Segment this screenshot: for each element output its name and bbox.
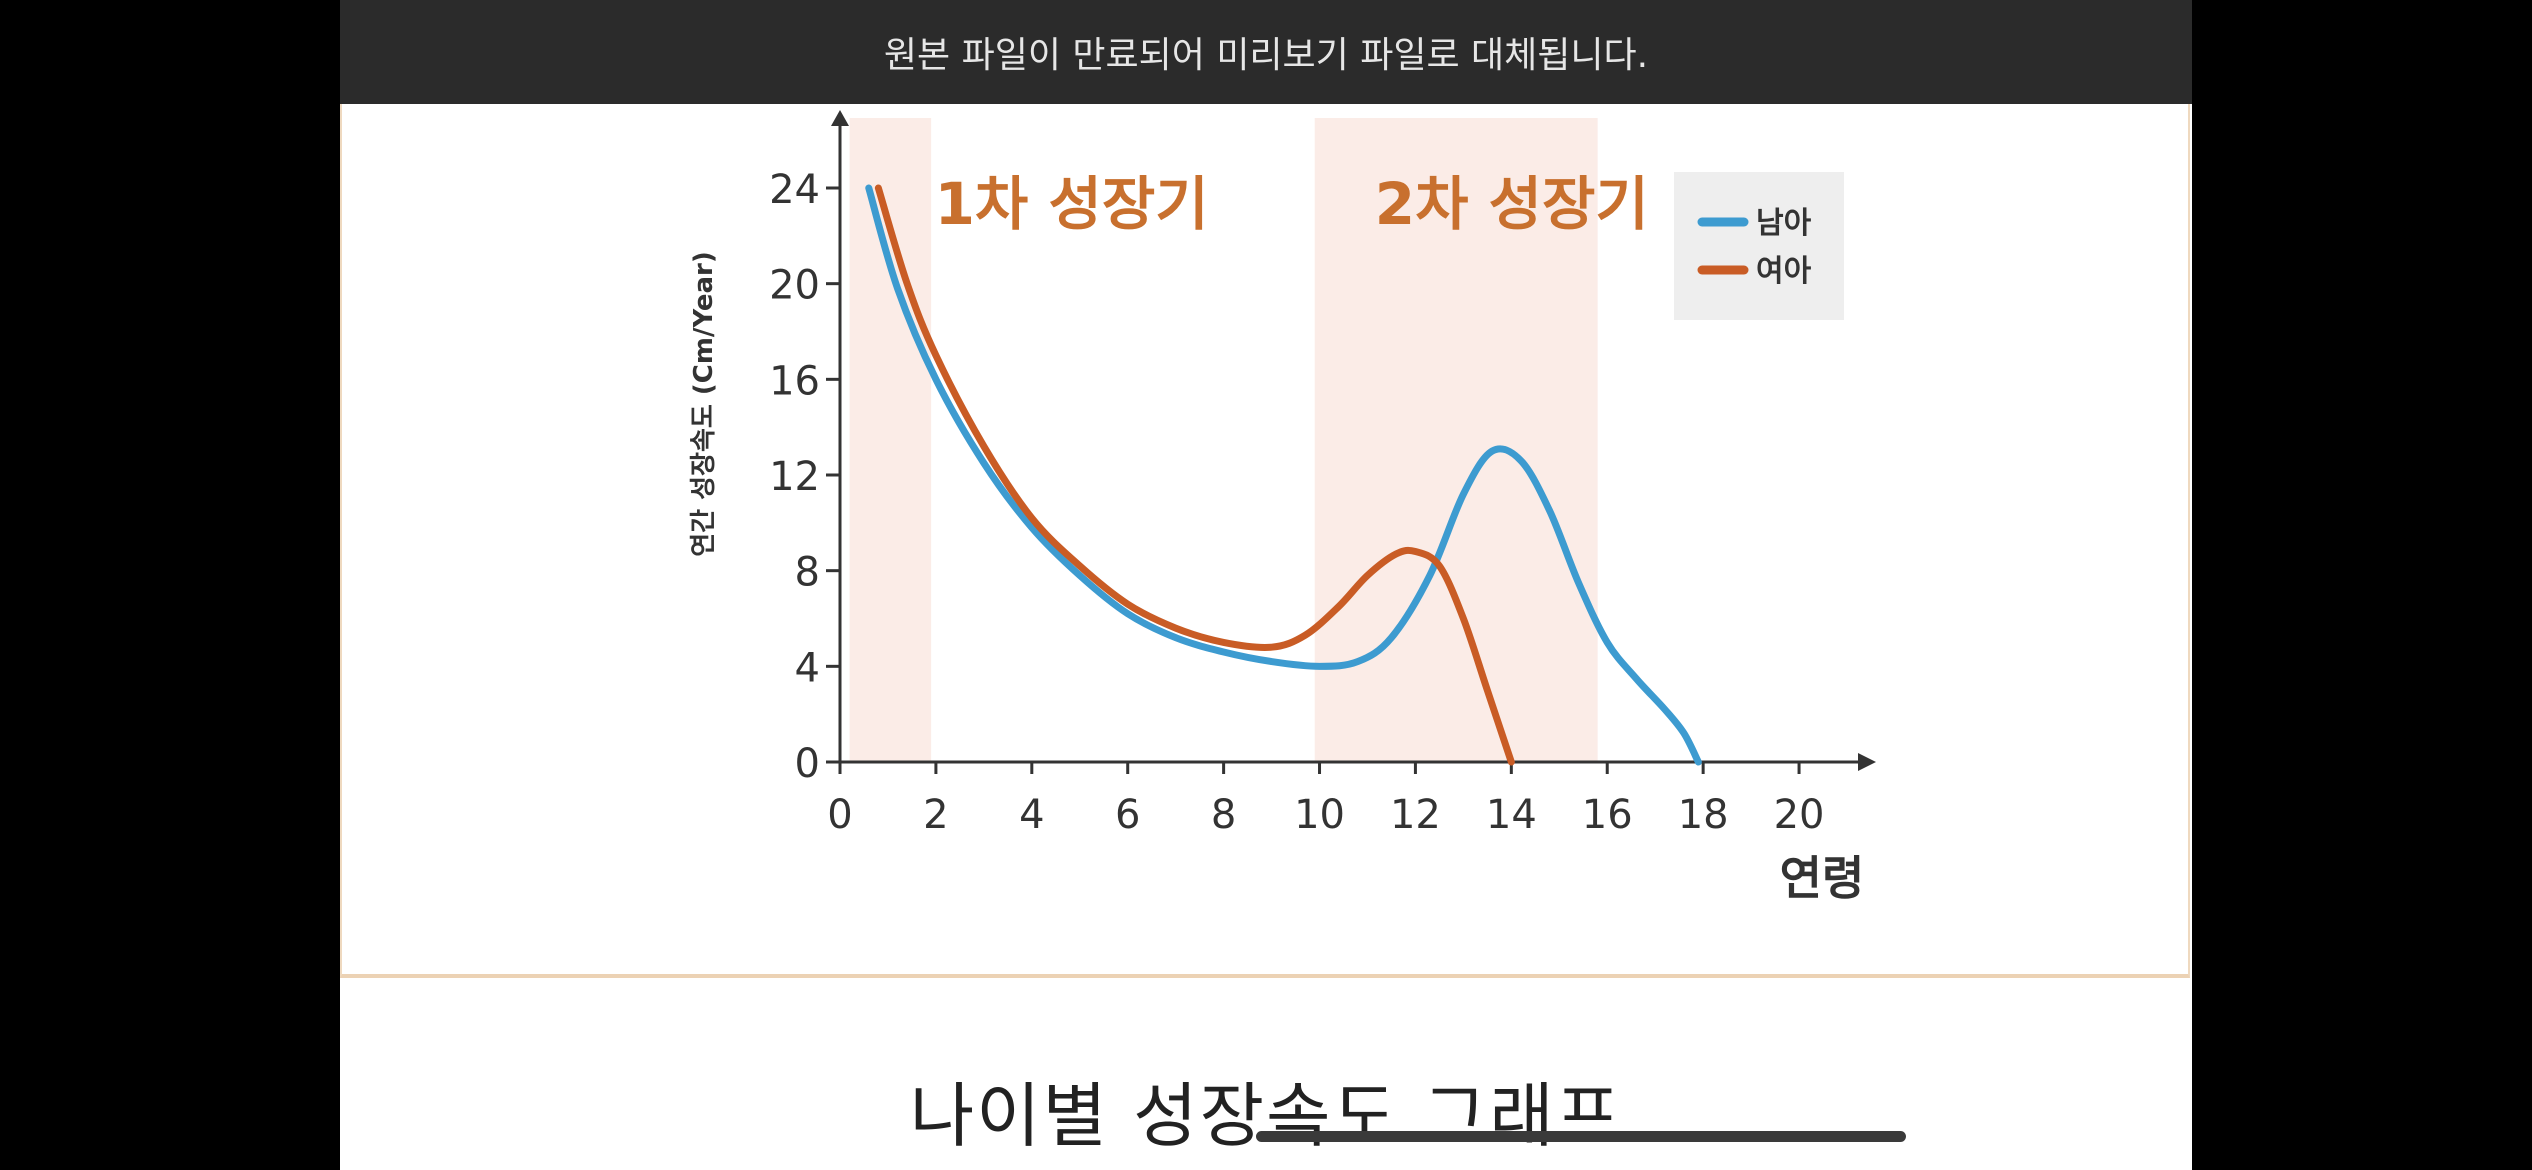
x-tick-label: 16 bbox=[1582, 792, 1633, 838]
y-tick-label: 24 bbox=[769, 167, 820, 213]
x-tick-label: 2 bbox=[923, 792, 948, 838]
x-tick-label: 6 bbox=[1115, 792, 1140, 838]
legend-label-girls: 여아 bbox=[1756, 254, 1812, 289]
home-indicator[interactable] bbox=[1256, 1131, 1906, 1142]
x-tick-label: 20 bbox=[1774, 792, 1825, 838]
growth-band-1 bbox=[849, 118, 932, 762]
x-tick-label: 0 bbox=[827, 792, 852, 838]
growth-band-label-1: 1차 성장기 bbox=[935, 170, 1209, 238]
y-tick-label: 8 bbox=[795, 550, 820, 596]
series-line-boys bbox=[865, 184, 1702, 766]
y-axis-arrow bbox=[831, 110, 849, 126]
x-tick-label: 14 bbox=[1486, 792, 1537, 838]
y-tick-label: 4 bbox=[795, 645, 820, 691]
page: 원본 파일이 만료되어 미리보기 파일로 대체됩니다. 1차 성장기 2차 성장기… bbox=[340, 0, 2192, 1170]
y-tick-label: 20 bbox=[769, 263, 820, 309]
chart-caption: 나이별 성장속도 그래프 bbox=[909, 1075, 1623, 1157]
expired-notice-bar: 원본 파일이 만료되어 미리보기 파일로 대체됩니다. bbox=[340, 0, 2192, 104]
x-tick-label: 4 bbox=[1019, 792, 1044, 838]
x-tick-label: 18 bbox=[1678, 792, 1729, 838]
series-line-girls bbox=[874, 184, 1515, 766]
y-axis-title: 연간 성장속도 (Cm/Year) bbox=[689, 251, 719, 557]
x-tick-label: 12 bbox=[1390, 792, 1441, 838]
expired-notice-text: 원본 파일이 만료되어 미리보기 파일로 대체됩니다. bbox=[883, 35, 1649, 76]
x-tick-label: 10 bbox=[1294, 792, 1345, 838]
growth-band-2 bbox=[1314, 118, 1598, 762]
x-axis-arrow bbox=[1858, 753, 1876, 771]
y-tick-label: 0 bbox=[795, 741, 820, 787]
x-tick-label: 8 bbox=[1211, 792, 1236, 838]
y-tick-label: 12 bbox=[769, 454, 820, 500]
legend-box bbox=[1674, 172, 1844, 320]
growth-band-label-2: 2차 성장기 bbox=[1375, 170, 1649, 238]
legend-label-boys: 남아 bbox=[1756, 206, 1812, 241]
growth-chart-card: 1차 성장기 2차 성장기 0 4 8 12 16 20 24 0 2 4 6 8 10 12 14 16 18 20… bbox=[340, 104, 2190, 978]
x-axis-title: 연령 bbox=[1780, 851, 1865, 905]
y-tick-label: 16 bbox=[769, 358, 820, 404]
